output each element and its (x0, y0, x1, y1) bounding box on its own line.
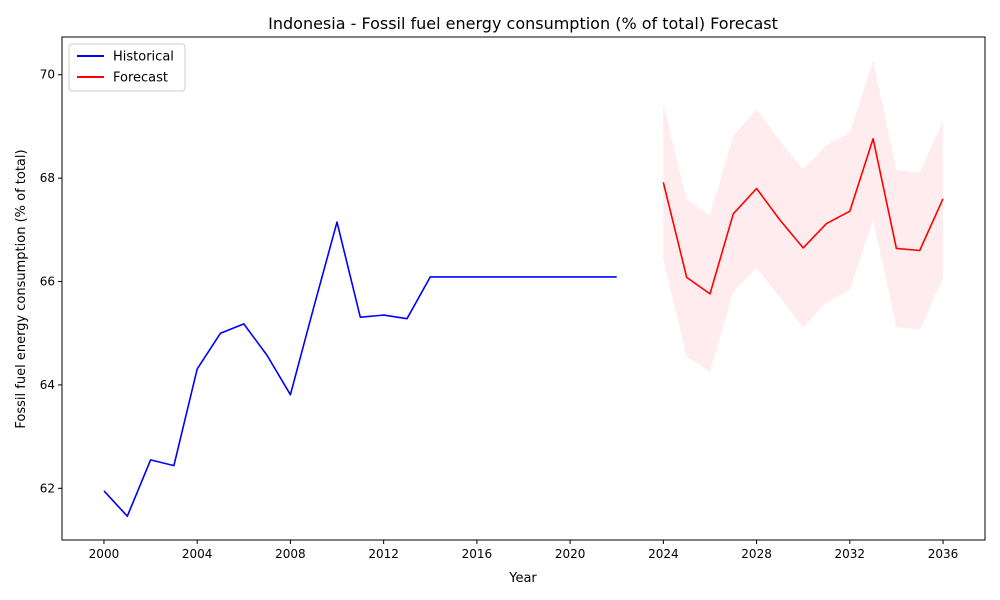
x-axis-label: Year (508, 571, 537, 586)
x-tick-label: 2008 (275, 547, 306, 561)
legend-label-historical: Historical (113, 50, 174, 65)
y-axis-ticks: 62 64 66 68 70 (40, 68, 62, 495)
x-tick-label: 2036 (928, 547, 959, 561)
y-tick-label: 64 (40, 378, 55, 392)
x-tick-label: 2024 (648, 547, 679, 561)
legend-label-forecast: Forecast (113, 71, 168, 86)
x-tick-label: 2016 (462, 547, 493, 561)
x-tick-label: 2004 (182, 547, 213, 561)
x-tick-label: 2000 (89, 547, 120, 561)
y-tick-label: 62 (40, 481, 55, 495)
x-tick-label: 2012 (368, 547, 399, 561)
legend: Historical Forecast (68, 43, 186, 92)
x-tick-label: 2020 (555, 547, 586, 561)
y-tick-label: 66 (40, 275, 55, 289)
x-tick-label: 2028 (741, 547, 772, 561)
y-tick-label: 70 (40, 68, 55, 82)
series-line-historical (103, 221, 617, 518)
confidence-band-layer (663, 60, 943, 373)
x-tick-label: 2032 (835, 547, 866, 561)
y-axis-label: Fossil fuel energy consumption (% of tot… (14, 149, 29, 428)
series-line-forecast (662, 138, 944, 295)
confidence-band-forecast (663, 60, 943, 373)
series-lines-layer (103, 138, 944, 518)
chart-title: Indonesia - Fossil fuel energy consumpti… (268, 14, 778, 33)
x-axis-ticks: 2000 2004 2008 2012 2016 2020 2024 2028 2032 2036 (89, 540, 959, 561)
plot-area-frame (61, 36, 986, 541)
y-tick-label: 68 (40, 171, 55, 185)
